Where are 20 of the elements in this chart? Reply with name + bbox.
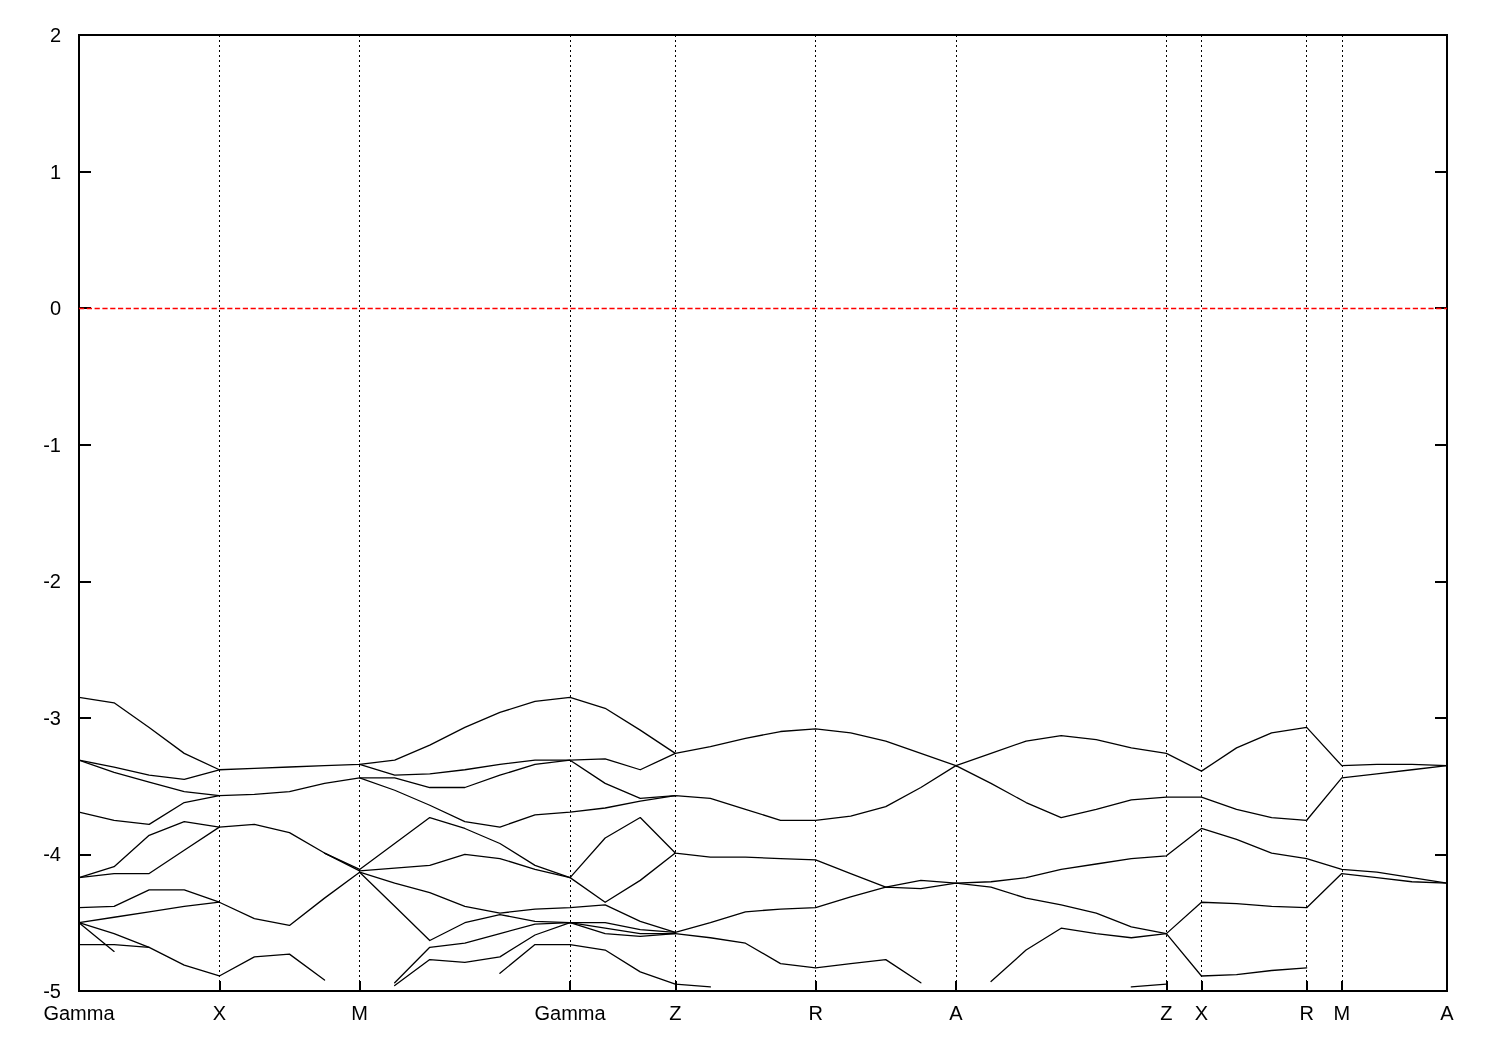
x-tick-label: A (949, 1002, 964, 1024)
y-tick-label: -1 (43, 433, 61, 456)
y-tick-label: -4 (43, 843, 61, 866)
x-tick-label: A (1440, 1002, 1455, 1024)
y-tick-label: 0 (49, 297, 61, 320)
x-tick-label: X (212, 1002, 226, 1024)
y-tick-label: 1 (49, 160, 61, 183)
y-tick-label: -2 (43, 570, 61, 593)
y-tick-label: -3 (43, 706, 61, 729)
x-tick-label: M (351, 1002, 368, 1024)
x-tick-label: X (1194, 1002, 1209, 1024)
x-tick-label: Gamma (43, 1002, 116, 1024)
y-tick-label: -5 (43, 980, 61, 1002)
x-tick-label: M (1333, 1002, 1351, 1024)
x-tick-label: Z (1160, 1002, 1173, 1024)
x-tick-label: Gamma (534, 1002, 607, 1024)
x-tick-label: R (808, 1002, 823, 1024)
x-tick-label: R (1299, 1002, 1314, 1024)
y-tick-label: 2 (49, 24, 61, 46)
x-tick-label: Z (669, 1002, 682, 1024)
